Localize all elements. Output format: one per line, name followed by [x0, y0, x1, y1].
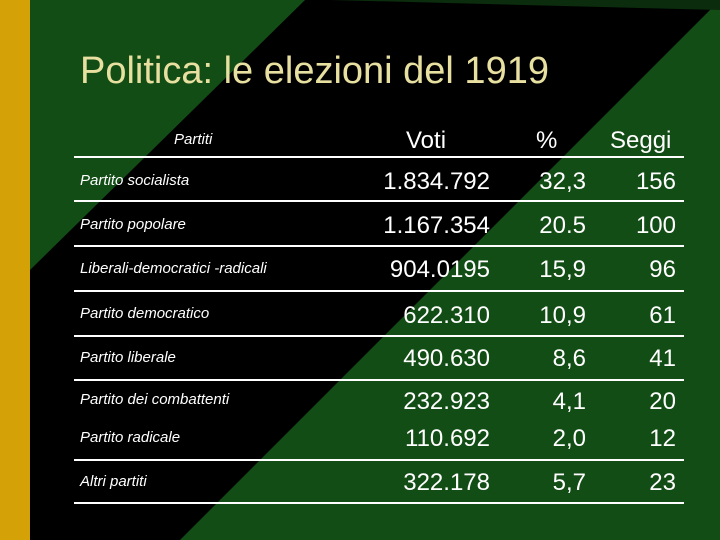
row-seats: 61 — [649, 302, 676, 329]
table-rule — [74, 502, 684, 504]
header-votes: Voti — [406, 127, 447, 154]
row-party: Partito democratico — [80, 305, 210, 322]
row-votes: 622.310 — [403, 302, 490, 329]
row-votes: 1.834.792 — [383, 168, 490, 195]
row-percent: 15,9 — [539, 256, 586, 283]
row-party: Partito dei combattenti — [80, 391, 230, 408]
row-party: Partito liberale — [80, 349, 176, 366]
green-triangle-bottom-right — [180, 0, 720, 540]
header-seats: Seggi — [610, 127, 672, 154]
row-seats: 23 — [649, 469, 676, 496]
row-percent: 10,9 — [539, 302, 586, 329]
gold-side-bar — [0, 0, 30, 540]
row-percent: 4,1 — [552, 388, 586, 415]
row-party: Altri partiti — [80, 473, 147, 490]
table-rule — [74, 200, 684, 202]
row-percent: 32,3 — [539, 168, 586, 195]
row-votes: 232.923 — [403, 388, 490, 415]
dark-sliver-top — [330, 0, 720, 10]
table-rule — [74, 290, 684, 292]
row-votes: 1.167.354 — [383, 212, 490, 239]
row-seats: 12 — [649, 425, 676, 452]
row-votes: 490.630 — [403, 345, 490, 372]
row-party: Partito popolare — [80, 216, 186, 233]
row-percent: 20.5 — [539, 212, 586, 239]
row-seats: 156 — [635, 168, 676, 195]
table-rule — [74, 335, 684, 337]
green-triangle-top-left — [30, 0, 305, 270]
row-seats: 41 — [649, 345, 676, 372]
table-rule — [74, 379, 684, 381]
row-votes: 110.692 — [405, 425, 490, 452]
row-percent: 8,6 — [552, 345, 586, 372]
row-percent: 2,0 — [552, 425, 586, 452]
header-parties: Partiti — [174, 131, 213, 148]
row-seats: 96 — [649, 256, 676, 283]
table-rule — [74, 156, 684, 158]
row-seats: 20 — [649, 388, 676, 415]
row-party: Partito socialista — [80, 172, 190, 189]
row-votes: 904.0195 — [389, 256, 490, 283]
table-rule — [74, 459, 684, 461]
row-votes: 322.178 — [403, 469, 490, 496]
row-seats: 100 — [635, 212, 676, 239]
slide-title: Politica: le elezioni del 1919 — [80, 50, 549, 92]
row-party: Liberali-democratici -radicali — [80, 260, 267, 277]
header-percent: % — [536, 127, 558, 154]
row-party: Partito radicale — [80, 429, 181, 446]
row-percent: 5,7 — [552, 469, 586, 496]
table-rule — [74, 245, 684, 247]
